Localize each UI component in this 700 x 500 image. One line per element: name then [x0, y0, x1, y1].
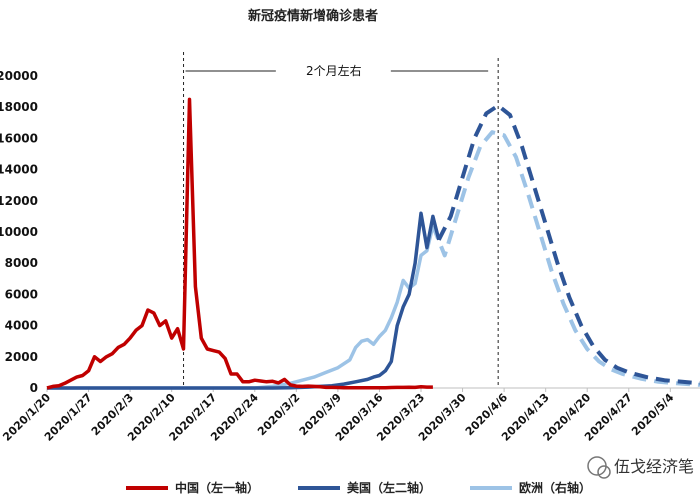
annotation-text: 2个月左右 [306, 63, 362, 78]
watermark-text: 伍戈经济笔 [614, 457, 694, 476]
wechat-bubble-icon [597, 465, 611, 479]
legend-label-us: 美国（左二轴） [347, 480, 431, 495]
annotation: 2个月左右 [183, 52, 499, 388]
series-lines [46, 97, 700, 390]
x-axis: 2020/1/202020/1/272020/2/32020/2/102020/… [0, 387, 700, 444]
y-axis: 0 2000 4000 6000 8000 10000 12000 14000 16000 180… [0, 69, 38, 395]
legend-label-china: 中国（左一轴） [175, 480, 259, 495]
y-tick-label: 0 [30, 381, 38, 395]
y-tick-label: 12000 [0, 194, 38, 208]
y-tick-label: 6000 [5, 287, 38, 301]
y-tick-label: 8000 [5, 256, 38, 270]
y-tick-label: 10000 [0, 225, 38, 239]
watermark: 伍戈经济笔 [587, 456, 694, 479]
y-tick-label: 18000 [0, 100, 38, 114]
series-line [431, 130, 700, 387]
y-tick-label: 14000 [0, 163, 38, 177]
legend: 中国（左一轴） 美国（左二轴） 欧洲（右轴） [126, 480, 591, 495]
chart-title: 新冠疫情新增确诊患者 [248, 8, 378, 24]
x-tick-label: 2020/3/2 [255, 391, 302, 438]
y-tick-label: 20000 [0, 69, 38, 83]
y-tick-label: 16000 [0, 131, 38, 145]
x-tick-label: 2020/5/4 [629, 391, 677, 439]
series-line [47, 211, 441, 390]
series-line [437, 103, 700, 386]
y-tick-label: 4000 [5, 319, 38, 333]
y-tick-label: 2000 [5, 350, 38, 364]
series-line [46, 97, 433, 390]
legend-label-europe: 欧洲（右轴） [519, 480, 591, 495]
series-line [47, 225, 435, 390]
